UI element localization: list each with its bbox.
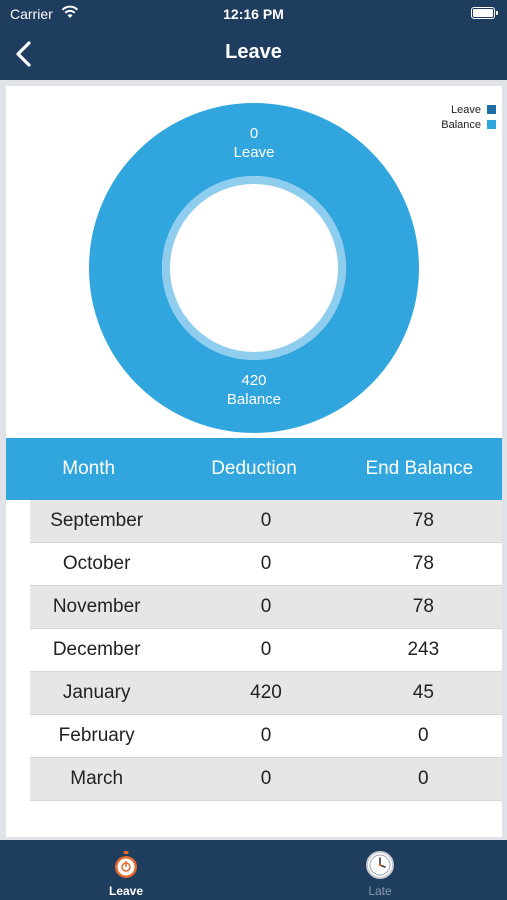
cell-deduction: 0 (260, 553, 272, 574)
battery-icon (471, 7, 498, 19)
table-row: March 0 0 (30, 758, 502, 801)
stopwatch-icon (115, 851, 137, 878)
chart-legend: Leave Balance (441, 102, 496, 132)
legend-item-balance: Balance (441, 117, 496, 132)
cell-month: January (62, 682, 131, 703)
balance-slice-label: 420 Balance (89, 371, 419, 409)
cell-month: March (70, 768, 124, 789)
donut-inner-ring (162, 176, 346, 360)
donut-chart (89, 103, 419, 433)
cell-month: September (50, 510, 144, 531)
clock-icon (366, 851, 394, 879)
table-row: December 0 243 (30, 629, 502, 672)
leave-card: Leave Balance 0 Leave 420 Balance Month … (6, 86, 502, 837)
tab-label: Leave (108, 884, 144, 898)
balance-name: Balance (226, 391, 282, 408)
cell-month: February (58, 725, 135, 746)
leave-slice-label: 0 Leave (89, 124, 419, 162)
carrier-label: Carrier (10, 6, 53, 22)
tab-late[interactable]: Late (320, 840, 440, 900)
legend-label: Balance (441, 118, 481, 131)
legend-item-leave: Leave (441, 102, 496, 117)
cell-deduction: 0 (260, 725, 272, 746)
table-row: February 0 0 (30, 715, 502, 758)
tab-label: Late (368, 884, 392, 898)
page-title: Leave (225, 41, 282, 63)
cell-end-balance: 0 (418, 768, 429, 789)
legend-swatch (487, 120, 496, 129)
cell-month: November (52, 596, 141, 617)
legend-swatch (487, 105, 496, 114)
table-body: September 0 78 October 0 78 November 0 78 Decembe… (30, 500, 502, 801)
cell-month: December (52, 639, 141, 660)
header-month: Month (62, 458, 116, 479)
balance-value: 420 (241, 372, 267, 389)
cell-deduction: 0 (260, 639, 272, 660)
tab-bar: Leave Late (0, 840, 507, 900)
leave-value: 0 (249, 125, 259, 142)
content-area: Leave Balance 0 Leave 420 Balance Month … (0, 80, 507, 840)
table-header: Month Deduction End Balance (6, 438, 502, 500)
cell-deduction: 0 (260, 596, 272, 617)
header-deduction: Deduction (211, 458, 297, 479)
table-row: October 0 78 (30, 543, 502, 586)
status-time: 12:16 PM (223, 6, 284, 22)
status-bar: Carrier 12:16 PM (0, 0, 507, 28)
legend-label: Leave (451, 103, 481, 116)
table-row: September 0 78 (30, 500, 502, 543)
table-row: November 0 78 (30, 586, 502, 629)
cell-deduction: 0 (260, 768, 272, 789)
leave-table: Month Deduction End Balance September 0 78… (6, 438, 502, 801)
header-end-balance: End Balance (365, 458, 474, 479)
navigation-bar: Leave (0, 28, 507, 80)
cell-deduction: 0 (260, 510, 272, 531)
cell-month: October (62, 553, 131, 574)
cell-end-balance: 45 (412, 682, 434, 703)
cell-end-balance: 78 (412, 553, 434, 574)
cell-deduction: 420 (250, 682, 282, 703)
slice-balance (89, 103, 419, 433)
leave-name: Leave (233, 144, 275, 161)
cell-end-balance: 78 (412, 596, 434, 617)
tab-leave[interactable]: Leave (66, 840, 186, 900)
cell-end-balance: 243 (407, 639, 440, 660)
wifi-icon (61, 5, 79, 18)
cell-end-balance: 0 (418, 725, 429, 746)
chevron-left-icon[interactable] (12, 39, 36, 69)
cell-end-balance: 78 (412, 510, 434, 531)
table-row: January 420 45 (30, 672, 502, 715)
